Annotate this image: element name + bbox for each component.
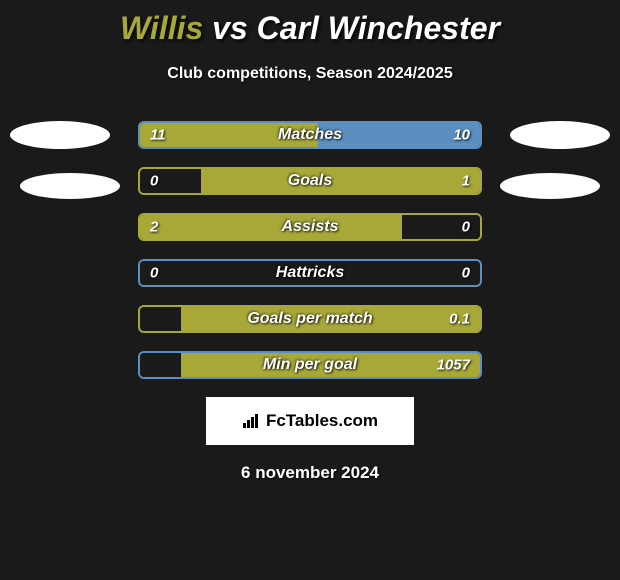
subtitle-text: Club competitions, Season 2024/2025	[0, 65, 620, 83]
stat-value-right: 0	[462, 265, 470, 282]
player2-avatar-2	[500, 173, 600, 199]
stat-value-right: 1057	[437, 357, 470, 374]
stat-value-right: 1	[462, 173, 470, 190]
stat-bars-container: Matches1110Goals01Assists20Hattricks00Go…	[138, 121, 482, 379]
stat-value-left: 2	[150, 219, 158, 236]
stat-row: Matches 11 10	[138, 121, 482, 149]
stat-label: Hattricks	[276, 264, 344, 282]
player1-avatar-1	[10, 121, 110, 149]
stat-bar-left	[140, 215, 402, 239]
date-text: 6 november 2024	[0, 463, 620, 483]
comparison-title: Willis vs Carl Winchester	[0, 0, 620, 47]
stat-value-right: 0	[462, 219, 470, 236]
stat-label: Goals per match	[247, 310, 372, 328]
stat-bar-left	[140, 353, 181, 377]
stat-label: Goals	[288, 172, 332, 190]
player2-name: Carl Winchester	[257, 10, 500, 46]
vs-text: vs	[203, 10, 256, 46]
stat-label: Assists	[282, 218, 339, 236]
fctables-logo: FcTables.com	[206, 397, 414, 445]
chart-area: Matches1110Goals01Assists20Hattricks00Go…	[0, 121, 620, 483]
stat-row: Goals per match 0.1	[138, 305, 482, 333]
stat-label: Min per goal	[263, 356, 357, 374]
player1-name: Willis	[120, 10, 203, 46]
stat-value-right: 10	[453, 127, 470, 144]
player1-avatar-2	[20, 173, 120, 199]
stat-value-left: 0	[150, 173, 158, 190]
stat-value-right: 0.1	[449, 311, 470, 328]
stat-row: Hattricks 0 0	[138, 259, 482, 287]
logo-text: FcTables.com	[266, 411, 378, 431]
stat-row: Goals 0 1	[138, 167, 482, 195]
stat-label: Matches	[278, 126, 342, 144]
stat-value-left: 0	[150, 265, 158, 282]
chart-icon	[242, 413, 262, 429]
stat-value-left: 11	[150, 127, 166, 144]
player2-avatar-1	[510, 121, 610, 149]
stat-bar-right	[201, 169, 480, 193]
stat-row: Min per goal 1057	[138, 351, 482, 379]
stat-bar-left	[140, 307, 181, 331]
stat-row: Assists 2 0	[138, 213, 482, 241]
